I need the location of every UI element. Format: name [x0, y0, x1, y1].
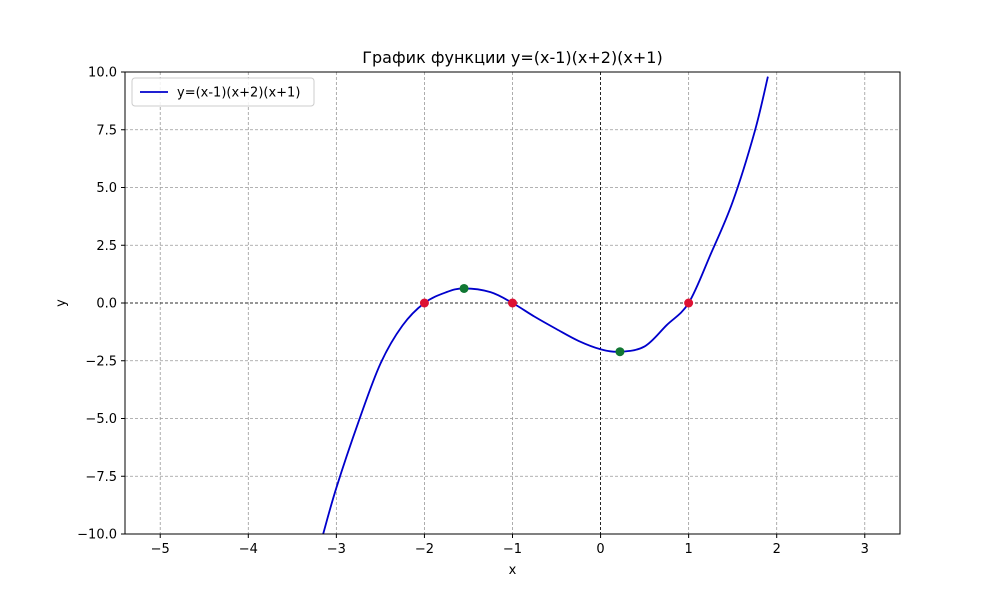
y-tick-label: 7.5: [96, 123, 117, 138]
x-tick-label: 3: [861, 542, 869, 557]
y-tick-label: 0.0: [96, 297, 117, 312]
series-line: [322, 76, 769, 534]
x-tick-label: −1: [503, 542, 522, 557]
extremum-point: [459, 283, 469, 293]
ticks: −5 −4 −3 −2 −1 0 1 2 3 −10.0 −7.5 −5.0 −2.5 0.0 2.5 5.0…: [77, 66, 869, 558]
x-tick-label: −2: [415, 542, 434, 557]
x-axis-label: x: [509, 563, 517, 578]
chart-title: График функции y=(x-1)(x+2)(x+1): [362, 48, 662, 67]
legend-label: y=(x-1)(x+2)(x+1): [177, 86, 300, 101]
x-tick-label: 2: [773, 542, 781, 557]
series-layer: [322, 76, 769, 534]
root-point: [419, 298, 429, 308]
y-tick-label: −2.5: [85, 354, 117, 369]
extremum-point: [615, 347, 625, 357]
x-tick-label: −3: [327, 542, 346, 557]
markers: [419, 283, 694, 357]
y-tick-label: −7.5: [85, 470, 117, 485]
legend: y=(x-1)(x+2)(x+1): [131, 77, 315, 107]
y-tick-label: −5.0: [85, 412, 117, 427]
x-tick-label: −4: [239, 542, 258, 557]
y-axis-label: y: [54, 299, 69, 307]
y-tick-label: −10.0: [77, 528, 117, 543]
root-point: [684, 298, 694, 308]
legend-box: [131, 77, 315, 107]
x-tick-label: 0: [596, 542, 604, 557]
root-point: [508, 298, 517, 308]
x-tick-label: 1: [684, 542, 692, 557]
y-tick-label: 10.0: [88, 66, 117, 81]
x-tick-label: −5: [151, 542, 170, 557]
y-tick-label: 5.0: [96, 181, 117, 196]
y-tick-label: 2.5: [96, 239, 117, 254]
